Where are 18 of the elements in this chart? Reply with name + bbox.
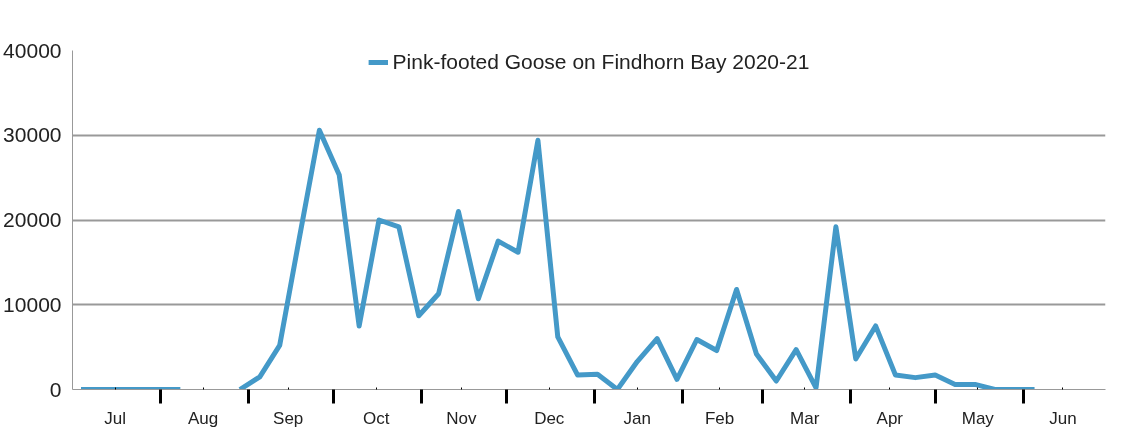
y-tick-label: 40000	[3, 38, 62, 62]
x-tick-label: Sep	[273, 408, 304, 428]
x-tick-label: Aug	[187, 408, 219, 428]
y-tick-label: 10000	[3, 292, 62, 316]
x-tick-label: Mar	[790, 408, 820, 428]
x-tick-label: Feb	[704, 408, 735, 428]
x-tick-label: Jan	[623, 408, 651, 428]
x-tick-label: Jul	[104, 408, 126, 428]
y-tick-label: 30000	[3, 123, 62, 147]
x-tick-label: May	[961, 408, 995, 428]
x-tick-label: Jun	[1049, 408, 1077, 428]
x-tick-label: Nov	[446, 408, 477, 428]
legend-label: Pink-footed Goose on Findhorn Bay 2020-21	[392, 50, 810, 74]
x-tick-label: Apr	[876, 408, 904, 428]
y-tick-label: 20000	[3, 208, 62, 231]
x-tick-label: Oct	[362, 408, 390, 428]
x-tick-label: Dec	[534, 408, 565, 428]
y-tick-label: 0	[49, 377, 62, 401]
